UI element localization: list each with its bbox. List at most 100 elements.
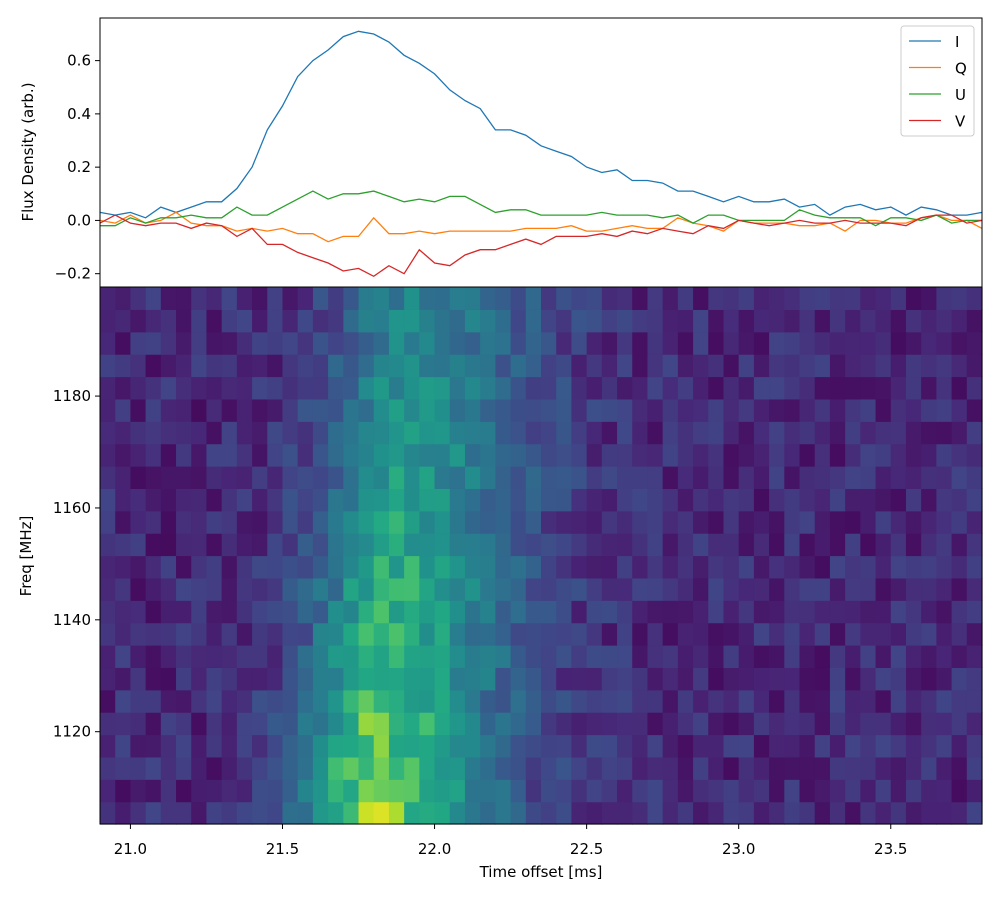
- heatmap-cell: [176, 756, 192, 780]
- heatmap-cell: [601, 466, 618, 489]
- heatmap-cell: [525, 488, 542, 512]
- heatmap-cell: [373, 533, 390, 557]
- heatmap-cell: [571, 510, 588, 534]
- spectrum-x-tick-label: 22.0: [418, 840, 451, 858]
- heatmap-cell: [662, 398, 679, 422]
- heatmap-cell: [449, 555, 466, 579]
- heatmap-cell: [145, 287, 162, 310]
- heatmap-cell: [388, 376, 405, 400]
- heatmap-cell: [921, 689, 937, 713]
- heatmap-cell: [875, 555, 892, 579]
- heatmap-cell: [434, 287, 451, 310]
- heatmap-cell: [784, 488, 801, 512]
- heatmap-cell: [784, 533, 801, 557]
- heatmap-cell: [328, 689, 344, 713]
- heatmap-cell: [617, 309, 633, 333]
- heatmap-cell: [541, 510, 557, 534]
- heatmap-cell: [145, 309, 162, 333]
- heatmap-cell: [799, 622, 816, 646]
- heatmap-cell: [130, 801, 147, 825]
- heatmap-cell: [647, 331, 664, 355]
- heatmap-cell: [525, 398, 542, 422]
- heatmap-cell: [176, 354, 192, 378]
- series-line-V: [99, 214, 983, 278]
- heatmap-cell: [845, 756, 861, 780]
- heatmap-cell: [799, 443, 816, 467]
- heatmap-cell: [267, 756, 284, 780]
- heatmap-cell: [966, 689, 983, 713]
- heatmap-cell: [191, 354, 208, 378]
- spectrum-y-tick-label: 1140: [53, 611, 91, 629]
- heatmap-cell: [373, 712, 390, 736]
- heatmap-cell: [556, 756, 573, 780]
- heatmap-cell: [571, 421, 588, 445]
- heatmap-cell: [130, 287, 147, 310]
- heatmap-cell: [510, 712, 527, 736]
- heatmap-cell: [145, 645, 162, 668]
- heatmap-cell: [784, 734, 801, 758]
- heatmap-cell: [951, 667, 968, 691]
- heatmap-cell: [662, 756, 679, 780]
- heatmap-cell: [525, 756, 542, 780]
- heatmap-cell: [358, 510, 375, 534]
- heatmap-cell: [601, 309, 618, 333]
- heatmap-cell: [890, 555, 907, 579]
- heatmap-cell: [480, 734, 496, 758]
- heatmap-cell: [464, 667, 481, 691]
- heatmap-cell: [601, 600, 618, 624]
- heatmap-cell: [753, 577, 770, 601]
- heatmap-cell: [252, 622, 268, 646]
- heatmap-cell: [693, 287, 709, 310]
- heatmap-cell: [464, 510, 481, 534]
- heatmap-cell: [115, 533, 132, 557]
- heatmap-cell: [176, 443, 192, 467]
- heatmap-cell: [890, 287, 907, 310]
- legend-box: [900, 25, 975, 137]
- heatmap-cell: [784, 689, 801, 713]
- heatmap-cell: [434, 712, 451, 736]
- heatmap-cell: [921, 734, 937, 758]
- heatmap-cell: [449, 801, 466, 825]
- heatmap-cell: [176, 466, 192, 489]
- heatmap-cell: [799, 734, 816, 758]
- heatmap-cell: [677, 756, 694, 780]
- heatmap-cell: [571, 622, 588, 646]
- heatmap-cell: [860, 287, 877, 310]
- heatmap-cell: [115, 510, 132, 534]
- heatmap-cell: [100, 667, 116, 691]
- heatmap-cell: [343, 689, 360, 713]
- heatmap-cell: [388, 756, 405, 780]
- heatmap-cell: [890, 443, 907, 467]
- spectrum-panel: 1120 1140 1160 1180 21.0 21.5 22.0 22.5 23.0 23.…: [17, 286, 983, 881]
- heatmap-cell: [890, 667, 907, 691]
- heatmap-cell: [541, 577, 557, 601]
- heatmap-cell: [115, 645, 132, 668]
- heatmap-cell: [525, 354, 542, 378]
- heatmap-cell: [388, 734, 405, 758]
- heatmap-cell: [388, 801, 405, 825]
- heatmap-cell: [160, 600, 177, 624]
- heatmap-cell: [586, 331, 603, 355]
- heatmap-cell: [708, 600, 725, 624]
- heatmap-cell: [160, 667, 177, 691]
- heatmap-cell: [510, 756, 527, 780]
- heatmap-cell: [449, 398, 466, 422]
- heatmap-cell: [312, 466, 329, 489]
- heatmap-cell: [480, 667, 496, 691]
- heatmap-cell: [632, 712, 649, 736]
- heatmap-cell: [510, 622, 527, 646]
- heatmap-cell: [875, 689, 892, 713]
- heatmap-cell: [708, 376, 725, 400]
- heatmap-cell: [845, 510, 861, 534]
- heatmap-cell: [373, 398, 390, 422]
- heatmap-cell: [601, 287, 618, 310]
- heatmap-cell: [784, 667, 801, 691]
- heatmap-cell: [343, 622, 360, 646]
- heatmap-cell: [236, 600, 253, 624]
- heatmap-cell: [845, 287, 861, 310]
- heatmap-cell: [282, 801, 299, 825]
- heatmap-cell: [115, 331, 132, 355]
- heatmap-cell: [206, 443, 223, 467]
- heatmap-cell: [236, 555, 253, 579]
